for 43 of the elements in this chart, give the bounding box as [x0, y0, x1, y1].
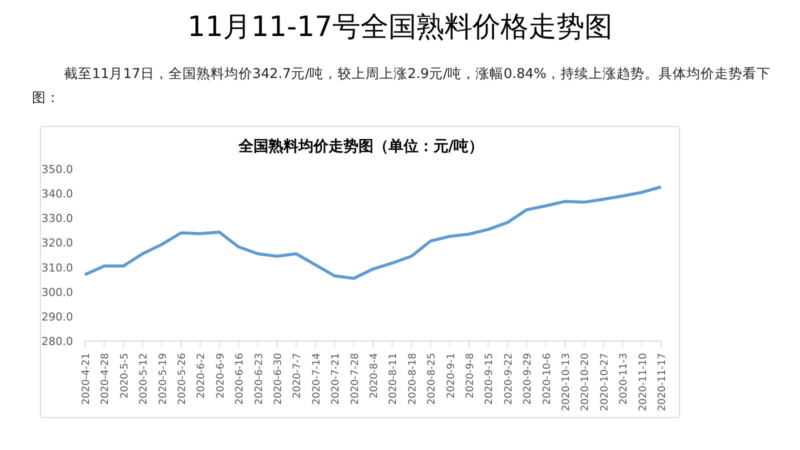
- x-tick-label: 2020-6-9: [215, 353, 226, 398]
- x-tick-label: 2020-8-18: [407, 353, 418, 405]
- y-tick-label: 280.0: [42, 335, 73, 348]
- y-tick-label: 350.0: [42, 163, 73, 176]
- x-tick-label: 2020-5-12: [138, 353, 150, 405]
- x-tick-label: 2020-7-21: [330, 353, 342, 405]
- y-tick-label: 300.0: [42, 286, 73, 299]
- x-tick-label: 2020-8-4: [369, 353, 380, 398]
- x-tick-label: 2020-10-27: [599, 353, 610, 412]
- line-series: [84, 185, 662, 280]
- y-tick-label: 320.0: [42, 236, 73, 250]
- x-tick-label: 2020-6-16: [234, 353, 246, 405]
- x-tick-label: 2020-8-25: [426, 353, 438, 405]
- x-tick-label: 2020-7-7: [292, 353, 304, 398]
- x-tick-label: 2020-5-19: [158, 353, 169, 405]
- chart-subtitle: 截至11月17日，全国熟料均价342.7元/吨，较上周上涨2.9元/吨，涨幅0.84%，持续上涨趋势。具体均价走势看下图：: [32, 65, 772, 108]
- x-tick-label: 2020-4-21: [81, 353, 92, 405]
- x-tick-label: 2020-5-26: [177, 353, 188, 405]
- x-tick-label: 2020-7-28: [350, 353, 361, 405]
- x-tick-label: 2020-7-14: [311, 353, 322, 405]
- x-tick-label: 2020-11-3: [618, 353, 630, 405]
- x-tick-label: 2020-10-20: [580, 353, 592, 412]
- x-tick-label: 2020-9-15: [484, 353, 496, 405]
- x-tick-label: 2020-9-8: [465, 353, 476, 398]
- x-tick-label: 2020-11-17: [657, 353, 668, 412]
- chart-title: 11月11-17号全国熟料价格走势图: [186, 9, 614, 45]
- y-tick-label: 340.0: [42, 188, 73, 201]
- y-tick-label: 290.0: [42, 310, 73, 324]
- x-tick-label: 2020-6-2: [196, 353, 208, 398]
- x-tick-label: 2020-10-13: [561, 353, 572, 412]
- y-tick-label: 330.0: [42, 212, 73, 226]
- x-tick-label: 2020-9-29: [522, 353, 534, 405]
- x-tick-label: 2020-9-22: [503, 353, 514, 405]
- x-tick-label: 2020-8-11: [388, 353, 400, 405]
- x-tick-label: 2020-10-6: [542, 353, 553, 405]
- y-tick-label: 310.0: [42, 261, 73, 274]
- x-tick-label: 2020-6-30: [273, 353, 284, 405]
- x-tick-label: 2020-11-10: [638, 353, 649, 412]
- x-tick-label: 2020-9-1: [446, 353, 457, 398]
- text: 全国熟料均价走势图（单位：元/吨）: [237, 137, 485, 156]
- x-tick-label: 2020-6-23: [254, 353, 265, 405]
- x-tick-label: 2020-5-5: [119, 353, 130, 398]
- x-tick-label: 2020-4-28: [100, 353, 112, 405]
